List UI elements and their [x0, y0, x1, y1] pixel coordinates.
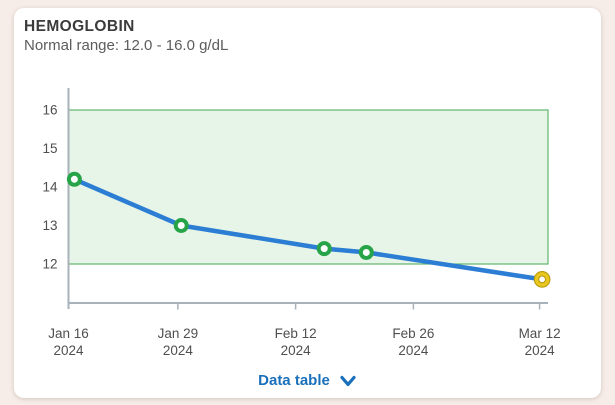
x-tick-label-date: Feb 26	[392, 326, 434, 341]
chevron-down-icon	[340, 375, 356, 387]
x-tick-label-date: Jan 16	[48, 326, 89, 341]
data-point-marker-outer-edge	[533, 271, 551, 288]
x-tick-label-year: 2024	[53, 343, 84, 358]
data-point-marker[interactable]	[358, 244, 374, 260]
x-tick-label-year: 2024	[163, 343, 194, 358]
data-table-toggle[interactable]: Data table	[14, 368, 601, 394]
page-title: HEMOGLOBIN	[24, 18, 135, 35]
hemoglobin-trend-chart: 16 15 14 13 12 Jan 16 2024 Jan 29 2024 Feb 12 2024…	[42, 88, 561, 358]
x-tick-label-date: Feb 12	[275, 326, 317, 341]
y-tick-label: 16	[42, 103, 57, 118]
normal-range-band	[67, 109, 549, 265]
y-tick-label: 12	[42, 257, 57, 272]
x-tick-label-year: 2024	[525, 343, 556, 358]
data-point-marker[interactable]	[66, 171, 82, 187]
x-tick-label-date: Mar 12	[519, 326, 561, 341]
x-tick-label-year: 2024	[398, 343, 429, 358]
x-tick-label-year: 2024	[281, 343, 312, 358]
y-tick-label: 15	[42, 141, 57, 156]
y-tick-label: 14	[42, 180, 58, 195]
data-point-marker[interactable]	[173, 218, 189, 233]
y-tick-label: 13	[42, 218, 57, 233]
hemoglobin-card: HEMOGLOBIN Normal range: 12.0 - 16.0 g/d…	[14, 8, 601, 398]
data-point-marker[interactable]	[316, 241, 332, 257]
data-table-label: Data table	[258, 372, 330, 389]
card-header: HEMOGLOBIN Normal range: 12.0 - 16.0 g/d…	[24, 18, 591, 55]
normal-range-subtitle: Normal range: 12.0 - 16.0 g/dL	[24, 37, 229, 54]
data-point-marker-inner-edge	[538, 275, 547, 284]
x-tick-label-date: Jan 29	[158, 326, 199, 341]
